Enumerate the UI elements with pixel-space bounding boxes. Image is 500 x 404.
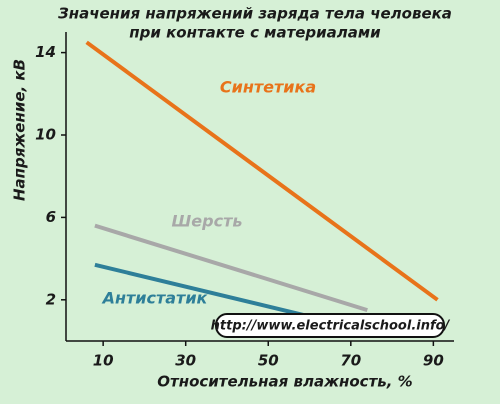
y-tick-label: 14 [35,43,56,61]
x-tick-label: 50 [258,352,279,370]
x-tick-label: 10 [93,352,114,370]
y-axis-label: Напряжение, кВ [11,59,29,201]
y-tick-label: 6 [46,208,56,226]
series-line [85,40,439,302]
y-tick-label: 2 [46,290,56,308]
x-tick-label: 30 [175,352,196,370]
watermark-box [215,313,445,338]
x-tick-label: 90 [423,352,444,370]
series-line [94,223,368,313]
series-label: Шерсть [172,212,243,231]
y-tick-label: 10 [35,126,56,144]
series-line [94,262,327,323]
watermark: http://www.electricalschool.info/ [211,319,451,334]
series-label: Антистатик [101,289,209,308]
chart-title: Значения напряжений заряда тела человека [58,5,452,23]
x-axis-label: Относительная влажность, % [157,373,412,391]
x-tick-label: 70 [340,352,361,370]
series-label: Синтетика [220,78,316,97]
chart-subtitle: при контакте с материалами [129,24,381,42]
